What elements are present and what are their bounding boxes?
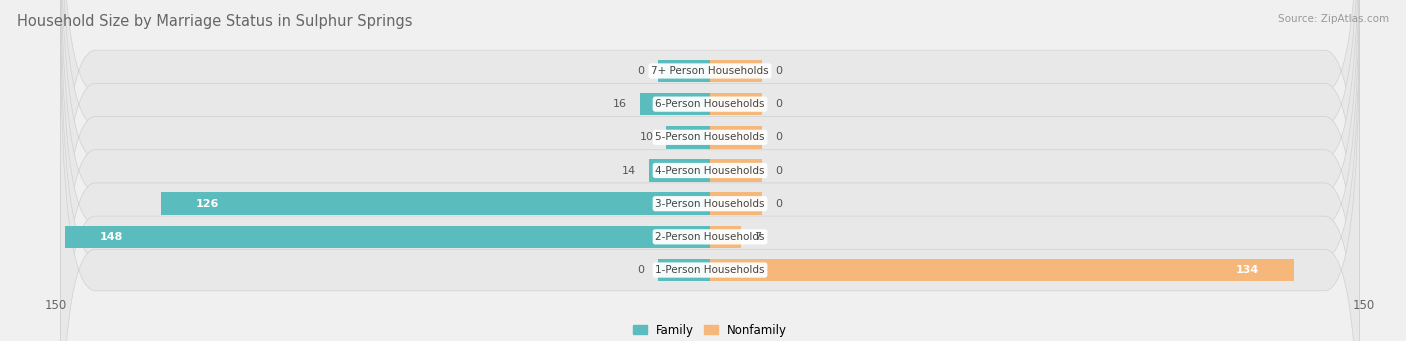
Legend: Family, Nonfamily: Family, Nonfamily [628, 319, 792, 341]
FancyBboxPatch shape [60, 0, 1360, 341]
Text: Source: ZipAtlas.com: Source: ZipAtlas.com [1278, 14, 1389, 24]
FancyBboxPatch shape [60, 0, 1360, 341]
FancyBboxPatch shape [60, 0, 1360, 341]
Text: 7: 7 [754, 232, 761, 242]
Text: 5-Person Households: 5-Person Households [655, 132, 765, 142]
Text: 1-Person Households: 1-Person Households [655, 265, 765, 275]
Text: 0: 0 [776, 199, 782, 209]
Bar [666, 126, 710, 149]
Text: 14: 14 [621, 165, 636, 176]
Text: 134: 134 [1236, 265, 1260, 275]
Text: 7+ Person Households: 7+ Person Households [651, 66, 769, 76]
Text: 148: 148 [100, 232, 124, 242]
Bar [710, 126, 762, 149]
FancyBboxPatch shape [60, 25, 1360, 341]
Bar [160, 192, 710, 215]
Bar [650, 159, 710, 182]
Bar [710, 192, 762, 215]
Bar [710, 226, 741, 248]
Bar [65, 226, 710, 248]
Text: 10: 10 [640, 132, 654, 142]
Text: 0: 0 [776, 99, 782, 109]
Text: Household Size by Marriage Status in Sulphur Springs: Household Size by Marriage Status in Sul… [17, 14, 412, 29]
Text: 3-Person Households: 3-Person Households [655, 199, 765, 209]
Bar [710, 60, 762, 82]
Text: 16: 16 [613, 99, 627, 109]
Bar [658, 60, 710, 82]
Text: 0: 0 [638, 66, 644, 76]
Text: 126: 126 [195, 199, 219, 209]
FancyBboxPatch shape [60, 0, 1360, 341]
Bar [710, 93, 762, 115]
Bar [710, 159, 762, 182]
Text: 2-Person Households: 2-Person Households [655, 232, 765, 242]
Bar [710, 259, 1294, 281]
Bar [658, 259, 710, 281]
Text: 0: 0 [776, 165, 782, 176]
FancyBboxPatch shape [60, 0, 1360, 316]
Text: 0: 0 [776, 66, 782, 76]
FancyBboxPatch shape [60, 0, 1360, 341]
Text: 6-Person Households: 6-Person Households [655, 99, 765, 109]
Text: 0: 0 [776, 132, 782, 142]
Text: 0: 0 [638, 265, 644, 275]
Bar [640, 93, 710, 115]
Text: 4-Person Households: 4-Person Households [655, 165, 765, 176]
